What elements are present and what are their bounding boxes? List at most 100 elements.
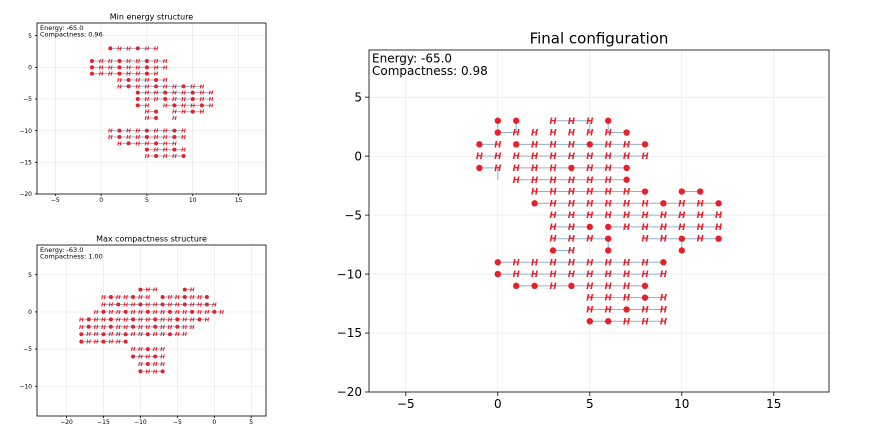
residue-h-marker: H xyxy=(549,270,556,280)
residue-h-marker: H xyxy=(116,340,121,346)
residue-h-marker: H xyxy=(641,306,648,316)
residue-p-marker xyxy=(131,324,136,329)
residue-h-marker: H xyxy=(513,176,520,186)
residue-h-marker: H xyxy=(531,164,538,174)
x-tick-label: 10 xyxy=(674,397,689,411)
residue-h-marker: H xyxy=(513,258,520,268)
residue-h-marker: H xyxy=(568,152,575,162)
residue-h-marker: H xyxy=(660,211,667,221)
residue-p-marker xyxy=(197,317,202,322)
residue-h-marker: H xyxy=(109,310,114,316)
residue-p-marker xyxy=(605,117,612,124)
compactness-readout: Compactness: 1.00 xyxy=(40,253,103,261)
y-tick-label: −10 xyxy=(19,128,32,135)
residue-h-marker: H xyxy=(154,135,159,141)
residue-h-marker: H xyxy=(101,325,106,331)
y-tick-label: −5 xyxy=(23,96,32,103)
residue-h-marker: H xyxy=(172,97,177,103)
residue-h-marker: H xyxy=(153,288,158,294)
residue-h-marker: H xyxy=(197,302,202,308)
residue-p-marker xyxy=(190,109,195,114)
residue-h-marker: H xyxy=(154,46,159,52)
residue-h-marker: H xyxy=(153,362,158,368)
residue-h-marker: H xyxy=(154,72,159,78)
residue-h-marker: H xyxy=(160,317,165,323)
x-tick-label: 15 xyxy=(766,397,781,411)
residue-p-marker xyxy=(175,317,180,322)
residue-h-marker: H xyxy=(605,164,612,174)
residue-h-marker: H xyxy=(586,211,593,221)
residue-h-marker: H xyxy=(641,317,648,327)
residue-h-marker: H xyxy=(101,295,106,301)
residue-h-marker: H xyxy=(116,325,121,331)
residue-h-marker: H xyxy=(108,65,113,71)
residue-h-marker: H xyxy=(697,199,704,209)
residue-p-marker xyxy=(586,141,593,148)
residue-h-marker: H xyxy=(181,91,186,97)
residue-p-marker xyxy=(586,318,593,325)
residue-p-marker xyxy=(154,109,159,114)
energy-readout: Energy: -63.0 xyxy=(40,246,83,254)
residue-h-marker: H xyxy=(660,235,667,245)
residue-h-marker: H xyxy=(116,310,121,316)
residue-h-marker: H xyxy=(549,188,556,198)
residue-p-marker xyxy=(154,154,159,158)
residue-h-marker: H xyxy=(697,223,704,233)
chart-title: Max compactness structure xyxy=(96,234,207,243)
residue-h-marker: H xyxy=(568,247,575,257)
residue-h-marker: H xyxy=(586,270,593,280)
residue-p-marker xyxy=(131,354,136,359)
residue-p-marker xyxy=(678,188,685,195)
compactness-readout: Compactness: 0.98 xyxy=(372,64,488,78)
residue-p-marker xyxy=(123,309,128,314)
residue-p-marker xyxy=(101,309,106,314)
residue-h-marker: H xyxy=(513,164,520,174)
residue-h-marker: H xyxy=(163,135,168,141)
residue-h-marker: H xyxy=(108,72,113,78)
residue-p-marker xyxy=(153,354,158,359)
residue-h-marker: H xyxy=(131,302,136,308)
residue-p-marker xyxy=(531,200,538,207)
residue-h-marker: H xyxy=(531,129,538,139)
residue-h-marker: H xyxy=(641,211,648,221)
residue-h-marker: H xyxy=(209,97,214,103)
residue-h-marker: H xyxy=(549,129,556,139)
x-tick-label: 0 xyxy=(212,419,216,426)
residue-h-marker: H xyxy=(123,302,128,308)
chart-title: Final configuration xyxy=(530,29,669,47)
residue-h-marker: H xyxy=(135,72,140,78)
residue-p-marker xyxy=(641,188,649,195)
residue-h-marker: H xyxy=(154,91,159,97)
residue-h-marker: H xyxy=(182,310,187,316)
residue-h-marker: H xyxy=(153,310,158,316)
residue-h-marker: H xyxy=(549,223,556,233)
residue-p-marker xyxy=(144,128,149,133)
residue-p-marker xyxy=(117,128,122,133)
residue-h-marker: H xyxy=(181,110,186,116)
residue-h-marker: H xyxy=(135,59,140,65)
residue-h-marker: H xyxy=(660,223,667,233)
residue-h-marker: H xyxy=(160,347,165,353)
residue-h-marker: H xyxy=(586,176,593,186)
residue-h-marker: H xyxy=(549,235,556,245)
energy-readout: Energy: -65.0 xyxy=(372,52,452,66)
residue-p-marker xyxy=(101,339,106,344)
residue-h-marker: H xyxy=(138,295,143,301)
residue-h-marker: H xyxy=(190,317,195,323)
residue-h-marker: H xyxy=(126,72,131,78)
residue-p-marker xyxy=(623,164,630,172)
y-tick-label: 5 xyxy=(28,272,32,279)
residue-h-marker: H xyxy=(181,148,186,154)
residue-p-marker xyxy=(145,332,150,337)
residue-h-marker: H xyxy=(623,199,630,209)
residue-h-marker: H xyxy=(117,141,122,147)
residue-h-marker: H xyxy=(549,176,556,186)
residue-p-marker xyxy=(89,71,94,76)
residue-p-marker xyxy=(138,369,143,374)
residue-h-marker: H xyxy=(678,211,685,221)
residue-h-marker: H xyxy=(200,84,205,90)
residue-p-marker xyxy=(108,295,113,300)
x-tick-label: −5 xyxy=(397,397,415,411)
residue-p-marker xyxy=(175,324,180,329)
residue-h-marker: H xyxy=(660,294,667,304)
